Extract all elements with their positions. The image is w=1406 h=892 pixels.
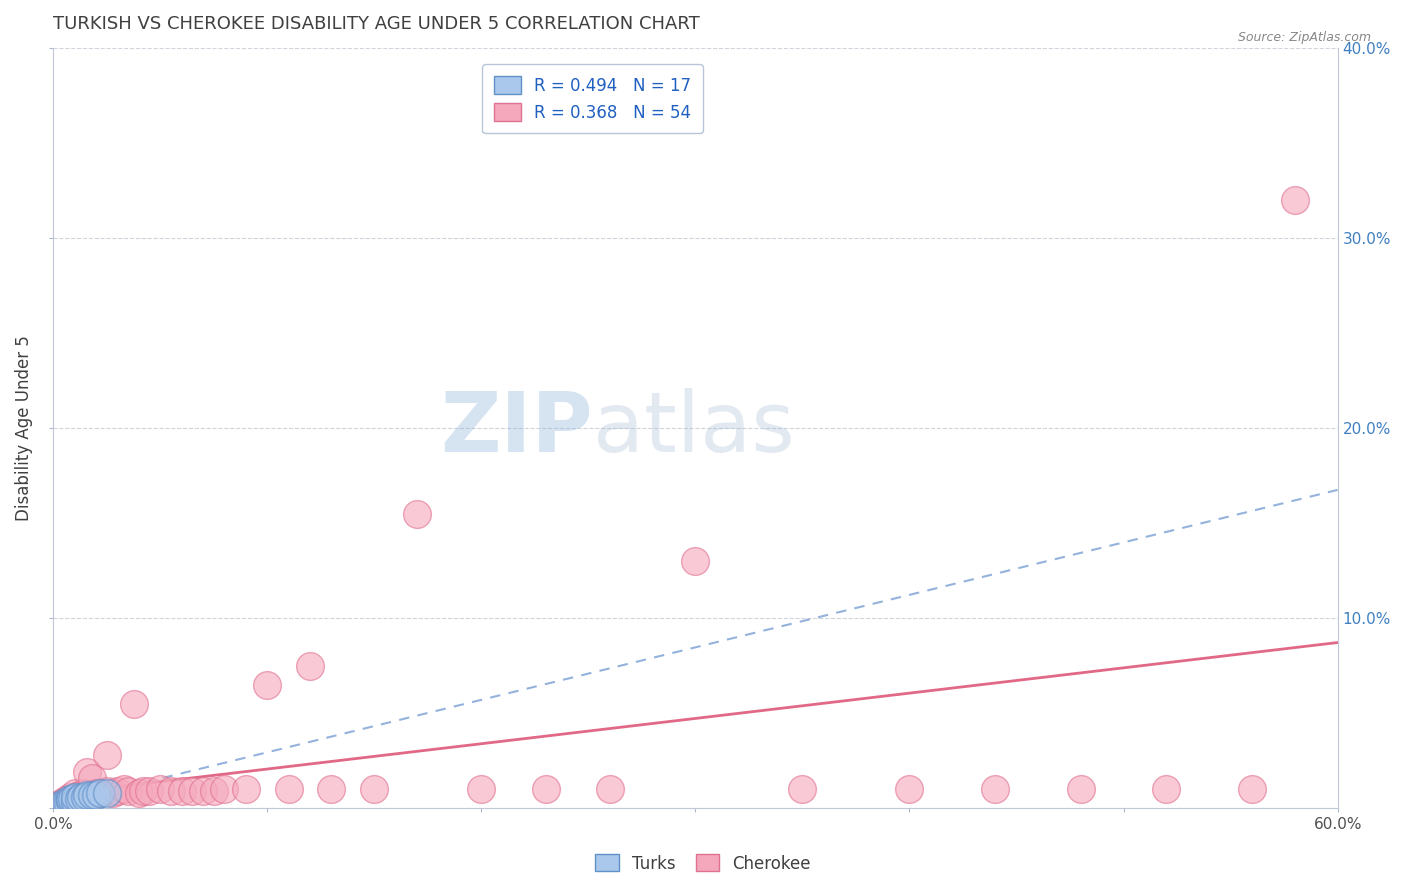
Point: [63, 794, 86, 808]
Point: [112, 782, 135, 797]
Point: [56, 792, 79, 806]
Point: [149, 782, 172, 797]
Point: [363, 782, 385, 797]
Point: [48, 797, 70, 812]
Point: [96, 784, 118, 798]
Legend: R = 0.494   N = 17, R = 0.368   N = 54: R = 0.494 N = 17, R = 0.368 N = 54: [482, 64, 703, 134]
Point: [80, 771, 103, 785]
Point: [138, 784, 160, 798]
Point: [59, 789, 82, 804]
Point: [89, 786, 111, 800]
Point: [76, 765, 98, 780]
Point: [470, 782, 492, 797]
Point: [256, 678, 278, 692]
Point: [191, 784, 214, 798]
Point: [124, 697, 146, 711]
Point: [1240, 782, 1263, 797]
Point: [984, 782, 1007, 797]
Point: [89, 786, 111, 800]
Point: [63, 789, 86, 804]
Point: [75, 789, 97, 804]
Point: [534, 782, 557, 797]
Point: [235, 782, 257, 797]
Point: [70, 789, 93, 804]
Point: [792, 782, 814, 797]
Legend: Turks, Cherokee: Turks, Cherokee: [589, 847, 817, 880]
Point: [59, 792, 82, 806]
Point: [72, 786, 94, 800]
Point: [67, 788, 90, 802]
Point: [101, 786, 124, 800]
Point: [60, 792, 83, 806]
Point: [46, 797, 69, 812]
Point: [60, 792, 83, 806]
Point: [66, 789, 89, 804]
Text: atlas: atlas: [592, 388, 794, 469]
Point: [214, 782, 236, 797]
Point: [63, 792, 86, 806]
Point: [75, 788, 97, 802]
Y-axis label: Disability Age Under 5: Disability Age Under 5: [15, 335, 32, 521]
Point: [202, 784, 225, 798]
Point: [1070, 782, 1092, 797]
Text: ZIP: ZIP: [440, 388, 592, 469]
Point: [277, 782, 299, 797]
Point: [67, 792, 90, 806]
Point: [170, 784, 193, 798]
Point: [181, 784, 204, 798]
Text: Source: ZipAtlas.com: Source: ZipAtlas.com: [1237, 31, 1371, 45]
Point: [59, 794, 82, 808]
Point: [160, 784, 183, 798]
Point: [685, 554, 707, 568]
Point: [56, 796, 79, 810]
Point: [76, 788, 98, 802]
Text: TURKISH VS CHEROKEE DISABILITY AGE UNDER 5 CORRELATION CHART: TURKISH VS CHEROKEE DISABILITY AGE UNDER…: [53, 15, 700, 33]
Point: [55, 796, 77, 810]
Point: [51, 796, 73, 810]
Point: [1284, 194, 1306, 208]
Point: [132, 784, 155, 798]
Point: [105, 784, 128, 798]
Point: [55, 796, 77, 810]
Point: [299, 659, 322, 673]
Point: [406, 507, 429, 521]
Point: [599, 782, 621, 797]
Point: [80, 788, 103, 802]
Point: [128, 786, 150, 800]
Point: [52, 794, 75, 808]
Point: [1156, 782, 1178, 797]
Point: [70, 789, 93, 804]
Point: [84, 786, 107, 800]
Point: [52, 796, 75, 810]
Point: [898, 782, 921, 797]
Point: [59, 794, 82, 808]
Point: [63, 786, 86, 800]
Point: [96, 748, 118, 763]
Point: [321, 782, 343, 797]
Point: [96, 786, 118, 800]
Point: [117, 784, 139, 798]
Point: [84, 788, 107, 802]
